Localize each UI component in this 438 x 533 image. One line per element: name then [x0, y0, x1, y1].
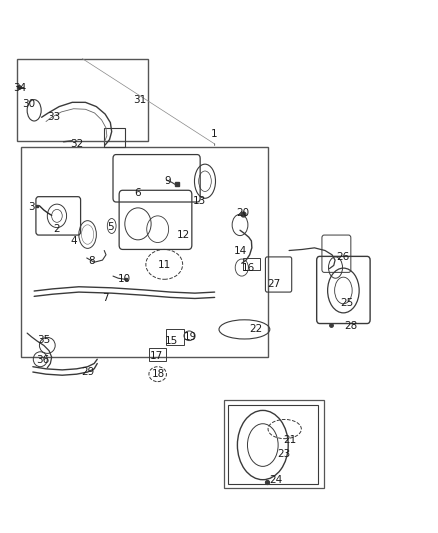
- Text: 29: 29: [81, 367, 94, 377]
- Text: 1: 1: [211, 130, 218, 139]
- Text: 17: 17: [150, 351, 163, 361]
- Bar: [228, 405, 318, 484]
- Bar: [17, 59, 148, 141]
- Text: 5: 5: [107, 222, 114, 232]
- Text: 32: 32: [70, 139, 83, 149]
- Bar: [243, 258, 260, 270]
- Text: 12: 12: [177, 230, 190, 239]
- Text: 24: 24: [269, 475, 283, 484]
- Text: 21: 21: [283, 435, 297, 445]
- Text: 25: 25: [341, 298, 354, 308]
- Text: 13: 13: [193, 197, 206, 206]
- Text: 11: 11: [158, 261, 171, 270]
- Text: 8: 8: [88, 256, 95, 266]
- Text: 3: 3: [28, 202, 35, 212]
- Text: 30: 30: [22, 99, 35, 109]
- Text: 22: 22: [249, 325, 262, 334]
- Text: 7: 7: [102, 294, 109, 303]
- Text: 27: 27: [267, 279, 280, 288]
- Text: 26: 26: [336, 252, 349, 262]
- Bar: [149, 348, 166, 361]
- Text: 2: 2: [53, 224, 60, 234]
- Text: 18: 18: [152, 369, 165, 379]
- Text: 15: 15: [165, 336, 178, 346]
- Bar: [104, 128, 125, 147]
- Text: 20: 20: [237, 208, 250, 218]
- Text: 31: 31: [133, 95, 146, 105]
- Text: 35: 35: [37, 335, 50, 345]
- Bar: [224, 400, 324, 488]
- Text: 9: 9: [164, 176, 171, 186]
- Text: 4: 4: [70, 236, 77, 246]
- Text: 23: 23: [277, 449, 290, 459]
- Text: 19: 19: [184, 332, 197, 342]
- Text: 6: 6: [134, 188, 141, 198]
- Text: 16: 16: [242, 263, 255, 272]
- Text: 14: 14: [233, 246, 247, 255]
- Text: 36: 36: [36, 355, 49, 365]
- Text: 10: 10: [117, 274, 131, 284]
- Text: 33: 33: [47, 112, 60, 122]
- Bar: [166, 329, 184, 345]
- Text: 34: 34: [13, 83, 26, 93]
- Text: 28: 28: [344, 321, 357, 331]
- Bar: [21, 147, 268, 357]
